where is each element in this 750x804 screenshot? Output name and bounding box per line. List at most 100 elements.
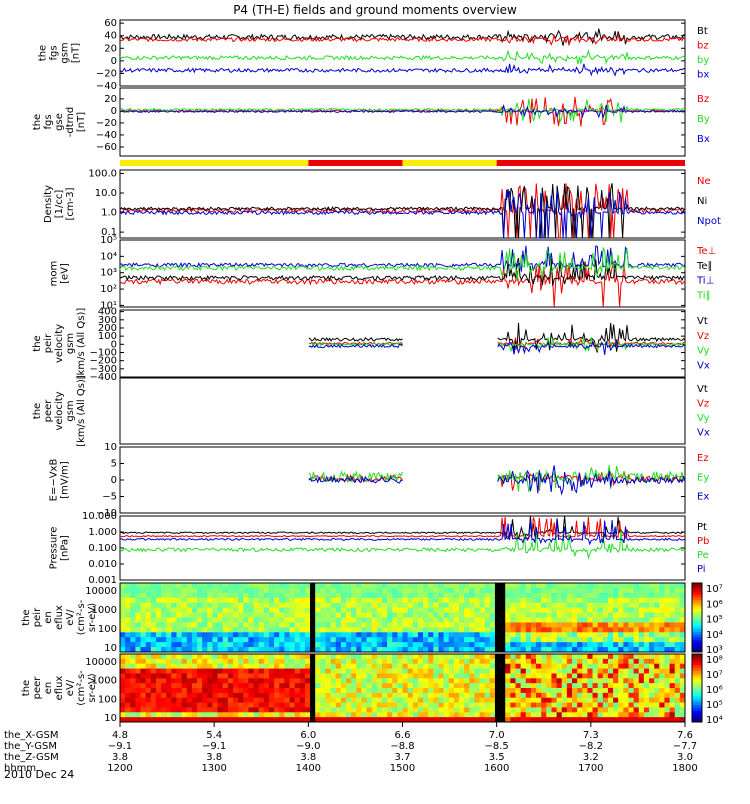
heatmap-cell [284,647,290,653]
heatmap-cell [674,617,681,623]
heatmap-cell [618,632,624,638]
heatmap-cell [525,678,532,684]
heatmap-cell [402,583,409,589]
heatmap-cell [428,683,434,689]
heatmap-cell [304,637,311,643]
heatmap-cell [649,597,655,604]
heatmap-cell [412,592,419,599]
heatmap-cell [417,592,424,599]
heatmap-cell [392,702,398,708]
heatmap-cell [551,658,558,665]
heatmap-cell [181,627,188,633]
heatmap-cell [346,678,352,684]
heatmap-cell [618,712,624,718]
colorbar-cell [692,637,702,641]
x-tick-label: −7.7 [673,741,697,752]
heatmap-cell [171,592,177,599]
heatmap-cell [274,678,280,684]
heatmap-cell [145,592,152,599]
heatmap-cell [469,697,475,704]
heatmap-cell [607,627,614,633]
heatmap-cell [633,587,640,594]
heatmap-cell [628,702,635,708]
heatmap-cell [407,712,414,718]
colorbar-frame [691,582,703,653]
heatmap-cell [392,663,398,670]
heatmap-cell [191,617,198,623]
x-tick-label: 1600 [484,763,509,774]
heatmap-cell [253,622,260,628]
heatmap-cell [530,668,537,674]
heatmap-cell [227,632,234,638]
heatmap-cell [351,697,357,704]
heatmap-cell [510,597,516,604]
heatmap-cell [453,663,460,670]
heatmap-cell [371,602,378,609]
heatmap-cell [258,583,265,589]
heatmap-cell [253,678,260,684]
heatmap-cell [120,673,126,679]
heatmap-cell [191,647,198,653]
heatmap-cell [315,607,321,614]
heatmap-cell [505,658,511,665]
heatmap-cell [474,647,481,653]
heatmap-cell [125,688,131,694]
heatmap-cell [679,654,686,660]
heatmap-cell [428,668,434,674]
heatmap-cell [186,627,193,633]
heatmap-cell [577,668,583,674]
heatmap-cell [310,583,316,589]
heatmap-cell [556,627,563,633]
heatmap-cell [669,683,676,689]
heatmap-cell [243,658,249,665]
heatmap-cell [181,707,188,713]
heatmap-cell [268,602,275,609]
heatmap-cell [474,607,481,614]
heatmap-cell [381,602,388,609]
heatmap-cell [233,622,239,628]
heatmap-cell [346,642,352,648]
heatmap-cell [186,592,193,599]
heatmap-cell [140,597,147,604]
colorbar-label: 10⁶ [706,599,723,610]
heatmap-cell [366,663,373,670]
heatmap-cell [505,678,511,684]
heatmap-cell [417,597,424,604]
heatmap-cell [197,692,203,699]
heatmap-cell [582,668,588,674]
heatmap-cell [638,607,645,614]
x-tick-label: −8.5 [485,741,509,752]
heatmap-cell [643,688,650,694]
heatmap-cell [186,617,193,623]
heatmap-cell [320,647,326,653]
heatmap-cell [397,612,403,618]
heatmap-cell [243,642,249,648]
heatmap-cell [248,688,255,694]
heatmap-cell [489,612,496,618]
heatmap-cell [227,592,234,599]
heatmap-cell [515,683,522,689]
panel-density: Density [1/cc] [cm-3]100.010.01.00.1NeNiNp… [43,168,721,239]
heatmap-cell [145,673,152,679]
heatmap-cell [233,612,239,618]
heatmap-cell [397,583,403,589]
heatmap-cell [489,597,496,604]
heatmap-cell [145,612,152,618]
heatmap-cell [366,692,373,699]
heatmap-cell [525,642,532,648]
heatmap-cell [171,668,177,674]
heatmap-cell [407,647,414,653]
heatmap-cell [340,612,347,618]
heatmap-cell [448,647,455,653]
heatmap-cell [155,663,162,670]
heatmap-cell [346,647,352,653]
heatmap-cell [623,597,629,604]
series-line [119,245,686,272]
y-tick-label: 20 [104,94,117,105]
heatmap-cell [633,658,640,665]
heatmap-cell [361,673,368,679]
heatmap-cell [443,627,450,633]
heatmap-cell [412,692,419,699]
heatmap-cell [654,654,660,660]
